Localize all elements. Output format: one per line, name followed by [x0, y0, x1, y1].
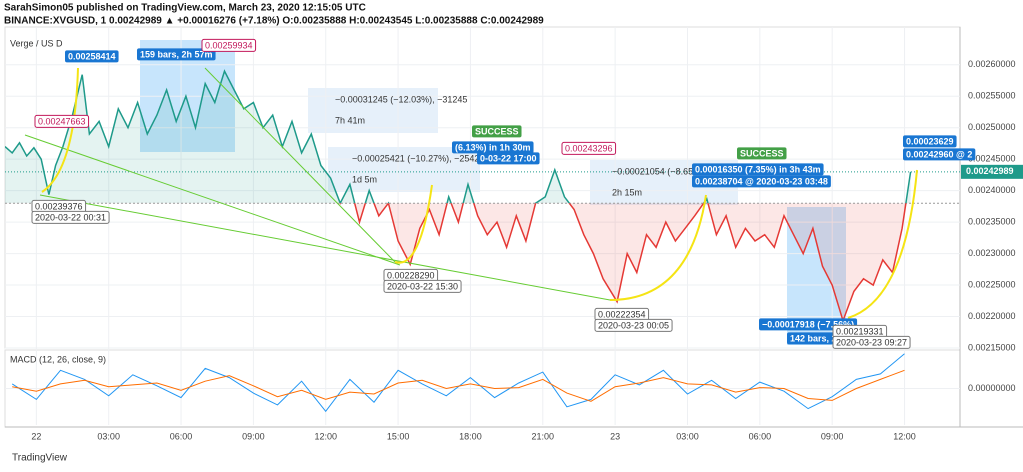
annotation-box: [472, 125, 522, 138]
annotation: 0.00242960 @ 2: [906, 149, 972, 159]
annotation: 0.00247663: [38, 116, 86, 126]
annotation-box: [137, 48, 216, 61]
annotation-box: [65, 50, 119, 63]
annotation-box: [903, 135, 957, 148]
annotation: 1d 5m: [352, 174, 377, 184]
annotation-box: [832, 335, 911, 349]
price-line: [5, 69, 912, 204]
annotation-box: [31, 210, 110, 224]
annotation: SUCCESS: [475, 126, 519, 136]
x-tick-label: 23: [610, 431, 620, 441]
x-tick-label: 18:00: [459, 431, 482, 441]
last-price-label: 0.00242989: [966, 166, 1014, 176]
area-above: [5, 71, 911, 204]
annotation-box: [692, 175, 831, 188]
annotation-box: [34, 114, 90, 128]
y-tick-label: 0.00245000: [968, 154, 1016, 164]
annotation: 0.00243296: [565, 143, 613, 153]
x-tick-label: 09:00: [242, 431, 265, 441]
annotation: SUCCESS: [740, 148, 784, 158]
arc: [609, 194, 707, 301]
y-tick-label: 0.00240000: [968, 185, 1016, 195]
annotation: 0.00239376: [35, 201, 83, 211]
publisher: SarahSimon05 published on TradingView.co…: [4, 3, 366, 14]
annotation-box: [594, 318, 673, 332]
trend-line: [204, 67, 396, 263]
y-tick-label: 0.00230000: [968, 248, 1016, 258]
range-box: [308, 88, 438, 133]
annotation: −0.00025421 (−10.27%), −25421: [352, 153, 484, 163]
annotation: Verge / US D: [10, 38, 63, 48]
annotation: 0.00228290: [387, 270, 435, 280]
annotation-box: [787, 332, 846, 345]
annotation: 0.00258414: [68, 51, 116, 61]
annotation: 0.00222354: [598, 309, 646, 319]
annotation: 2020-03-22 15:30: [387, 281, 458, 291]
y-tick-label: 0.00255000: [968, 91, 1016, 101]
area-below: [354, 203, 906, 321]
annotation: 7h 41m: [335, 115, 365, 125]
x-tick-label: 12:00: [893, 431, 916, 441]
annotation: 0.00023629: [906, 136, 954, 146]
y-tick-label: 0.00000000: [968, 383, 1016, 393]
x-tick-label: 21:00: [532, 431, 555, 441]
x-tick-label: 12:00: [314, 431, 337, 441]
annotation: 159 bars, 2h 57m: [140, 49, 213, 59]
annotation: 142 bars, 2h: [790, 333, 842, 343]
y-tick-label: 0.00225000: [968, 279, 1016, 289]
annotation-box: [561, 141, 617, 155]
annotation: −0.00021054 (−8.65: [612, 166, 693, 176]
annotation: 0-03-22 17:00: [480, 153, 537, 163]
annotation: 0.00238704 @ 2020-03-23 03:48: [695, 176, 828, 186]
annotation-box: [477, 152, 540, 165]
y-tick-label: 0.00235000: [968, 216, 1016, 226]
x-tick-label: 03:00: [97, 431, 120, 441]
x-tick-label: 09:00: [821, 431, 844, 441]
last-price-box: [961, 164, 1023, 179]
y-tick-label: 0.00250000: [968, 122, 1016, 132]
y-tick-label: 0.00220000: [968, 311, 1016, 321]
symbol-line: BINANCE:XVGUSD, 1 0.00242989 ▲ +0.000162…: [4, 16, 544, 27]
annotation: −0.00031245 (−12.03%), −31245: [335, 94, 467, 104]
annotation-box: [737, 147, 787, 160]
annotation: 2h 15m: [612, 187, 642, 197]
annotation: 0.00259934: [205, 40, 253, 50]
arc: [847, 169, 918, 319]
annotation: 2020-03-23 09:27: [836, 337, 907, 347]
footer: TradingView: [12, 453, 68, 464]
arc: [41, 67, 79, 193]
pane-title: MACD (12, 26, close, 9): [10, 354, 106, 364]
annotation: 0.00016350 (7.35%) in 3h 43m: [695, 164, 821, 174]
x-tick-label: 06:00: [749, 431, 772, 441]
annotation-box: [452, 141, 534, 154]
annotation: −0.00017918 (−7.56%): [762, 319, 854, 329]
y-tick-label: 0.00215000: [968, 342, 1016, 352]
y-tick-label: 0.00260000: [968, 59, 1016, 69]
annotation-box: [201, 38, 257, 52]
annotation: 2020-03-22 00:31: [35, 212, 106, 222]
annotation: 0.00219331: [836, 326, 884, 336]
annotation: 2020-03-23 00:05: [598, 320, 669, 330]
x-tick-label: 03:00: [676, 431, 699, 441]
x-tick-label: 15:00: [387, 431, 410, 441]
trend-line: [39, 194, 611, 301]
range-box: [328, 147, 480, 192]
series-line: [12, 369, 905, 402]
x-tick-label: 06:00: [170, 431, 193, 441]
annotation-box: [383, 279, 462, 293]
x-tick-label: 22: [31, 431, 41, 441]
trend-line: [24, 134, 401, 266]
price-line: [339, 203, 907, 324]
annotation-box: [903, 148, 976, 161]
annotation-box: [692, 163, 824, 176]
arc: [394, 184, 433, 264]
annotation: (6.13%) in 1h 30m: [455, 142, 531, 152]
